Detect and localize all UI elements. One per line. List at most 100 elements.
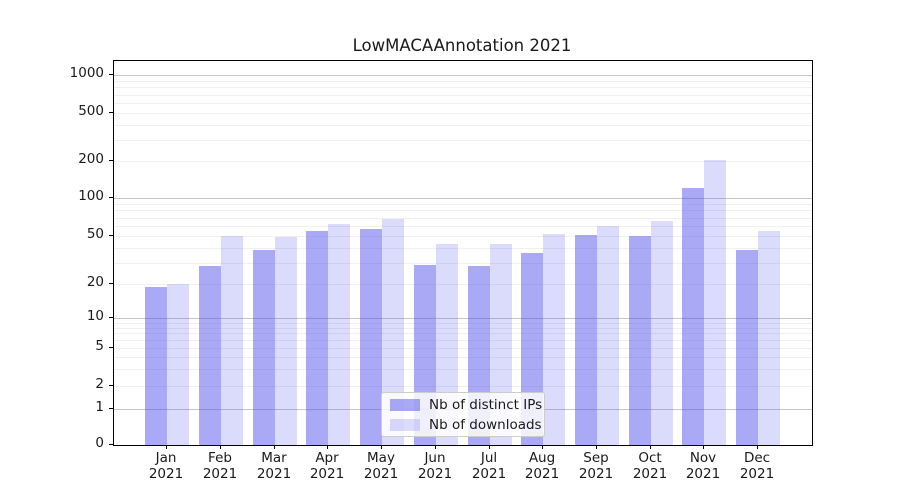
x-tick-month: Mar xyxy=(261,450,287,466)
minor-gridline-5 xyxy=(114,348,812,349)
minor-gridline-7 xyxy=(114,333,812,334)
y-tick-label-10: 10 xyxy=(86,308,104,324)
y-tick-label-50: 50 xyxy=(86,226,104,242)
minor-gridline-700 xyxy=(114,95,812,96)
x-tick-mark-mar xyxy=(274,445,275,449)
minor-gridline-6 xyxy=(114,340,812,341)
bar-sep-distinct-ips xyxy=(574,234,597,445)
minor-gridline-80 xyxy=(114,210,812,211)
y-tick-label-200: 200 xyxy=(78,151,104,167)
bar-feb-downloads xyxy=(221,236,243,445)
y-tick-label-0: 0 xyxy=(95,435,104,451)
y-tick-mark-10 xyxy=(109,317,113,318)
x-tick-year: 2021 xyxy=(148,466,184,482)
minor-gridline-300 xyxy=(114,140,812,141)
bar-mar-downloads xyxy=(274,237,297,445)
minor-gridline-20 xyxy=(114,284,812,285)
minor-gridline-9 xyxy=(114,323,812,324)
x-tick-mark-nov xyxy=(703,445,704,449)
x-tick-label-apr: Apr 2021 xyxy=(297,450,357,482)
bar-may-downloads xyxy=(382,219,405,445)
x-tick-mark-jul xyxy=(489,445,490,449)
x-tick-month: Nov xyxy=(689,450,717,466)
bar-nov-downloads xyxy=(704,159,727,445)
x-tick-label-jul: Jul 2021 xyxy=(459,450,519,482)
x-tick-mark-may xyxy=(381,445,382,449)
major-gridline-100 xyxy=(114,198,812,199)
x-tick-year: 2021 xyxy=(256,466,292,482)
y-tick-mark-20 xyxy=(109,283,113,284)
x-tick-mark-feb xyxy=(220,445,221,449)
x-tick-month: Oct xyxy=(638,450,662,466)
x-tick-year: 2021 xyxy=(309,466,345,482)
x-tick-mark-apr xyxy=(327,445,328,449)
bar-mar-distinct-ips xyxy=(252,250,275,445)
x-tick-label-nov: Nov 2021 xyxy=(673,450,733,482)
x-tick-label-sep: Sep 2021 xyxy=(566,450,626,482)
bar-dec-downloads xyxy=(758,230,780,445)
y-tick-label-500: 500 xyxy=(78,103,104,119)
x-tick-year: 2021 xyxy=(739,466,775,482)
x-tick-month: May xyxy=(367,450,395,466)
major-gridline-10 xyxy=(114,318,812,319)
x-tick-year: 2021 xyxy=(632,466,668,482)
minor-gridline-500 xyxy=(114,113,812,114)
y-tick-mark-1000 xyxy=(109,74,113,75)
bar-jan-downloads xyxy=(167,284,190,445)
minor-gridline-800 xyxy=(114,87,812,88)
y-tick-mark-500 xyxy=(109,112,113,113)
major-gridline-1000 xyxy=(114,75,812,76)
y-tick-label-20: 20 xyxy=(86,274,104,290)
y-tick-mark-5 xyxy=(109,347,113,348)
minor-gridline-30 xyxy=(114,263,812,264)
minor-gridline-2 xyxy=(114,386,812,387)
x-tick-year: 2021 xyxy=(202,466,238,482)
y-tick-label-100: 100 xyxy=(78,188,104,204)
minor-gridline-900 xyxy=(114,81,812,82)
x-tick-mark-jan xyxy=(166,445,167,449)
x-tick-label-mar: Mar 2021 xyxy=(244,450,304,482)
y-tick-label-5: 5 xyxy=(95,338,104,354)
y-tick-label-1: 1 xyxy=(95,399,104,415)
bar-apr-distinct-ips xyxy=(306,230,329,445)
x-tick-mark-sep xyxy=(596,445,597,449)
x-tick-label-oct: Oct 2021 xyxy=(620,450,680,482)
y-tick-mark-100 xyxy=(109,197,113,198)
x-tick-label-may: May 2021 xyxy=(351,450,411,482)
y-tick-label-2: 2 xyxy=(95,376,104,392)
x-tick-label-aug: Aug 2021 xyxy=(512,450,572,482)
x-tick-label-jun: Jun 2021 xyxy=(405,450,465,482)
minor-gridline-60 xyxy=(114,226,812,227)
x-tick-month: Sep xyxy=(583,450,609,466)
legend-entry-distinct-ips: Nb of distinct IPs xyxy=(382,397,544,413)
minor-gridline-400 xyxy=(114,125,812,126)
minor-gridline-200 xyxy=(114,161,812,162)
x-tick-label-dec: Dec 2021 xyxy=(727,450,787,482)
x-tick-year: 2021 xyxy=(363,466,399,482)
x-tick-month: Dec xyxy=(743,450,771,466)
minor-gridline-8 xyxy=(114,328,812,329)
bar-oct-downloads xyxy=(650,220,673,445)
x-tick-label-feb: Feb 2021 xyxy=(190,450,250,482)
x-tick-month: Jan xyxy=(155,450,177,466)
x-tick-year: 2021 xyxy=(685,466,721,482)
bar-nov-distinct-ips xyxy=(682,188,705,445)
x-tick-mark-oct xyxy=(650,445,651,449)
bar-jan-distinct-ips xyxy=(145,286,168,445)
x-tick-month: Feb xyxy=(208,450,232,466)
y-tick-mark-2 xyxy=(109,385,113,386)
x-tick-month: Jun xyxy=(424,450,446,466)
minor-gridline-600 xyxy=(114,103,812,104)
x-tick-month: Apr xyxy=(315,450,339,466)
y-tick-mark-0 xyxy=(109,444,113,445)
y-tick-mark-50 xyxy=(109,235,113,236)
bar-apr-downloads xyxy=(328,224,351,445)
minor-gridline-50 xyxy=(114,236,812,237)
plot-area: Nb of distinct IPs Nb of downloads xyxy=(113,60,813,446)
bar-aug-downloads xyxy=(543,233,566,445)
chart-title: LowMACAAnnotation 2021 xyxy=(352,36,572,55)
legend-swatch-downloads xyxy=(390,418,420,431)
x-tick-mark-aug xyxy=(542,445,543,449)
legend-label-downloads: Nb of downloads xyxy=(429,416,542,433)
